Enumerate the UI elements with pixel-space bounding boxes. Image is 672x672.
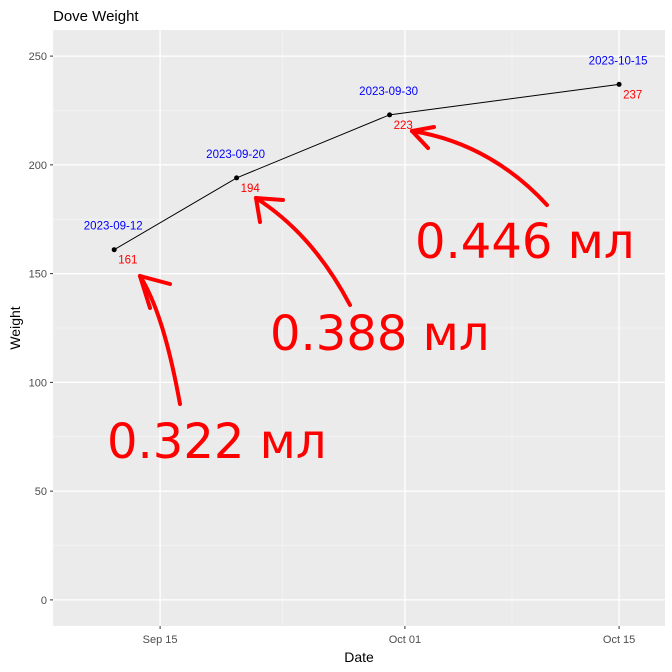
annotation-arrowhead (254, 196, 285, 202)
annotation-layer: 0.322 мл 0.388 мл 0.446 мл (107, 125, 635, 470)
data-point (111, 247, 117, 253)
annotation-arrow (254, 196, 352, 307)
point-date-label: 2023-10-15 (589, 55, 648, 67)
x-axis-title: Date (344, 649, 374, 665)
chart-title: Dove Weight (53, 8, 139, 25)
x-tick-label: Sep 15 (143, 634, 178, 646)
point-value-label: 223 (394, 120, 413, 132)
annotation-arrowhead (410, 125, 436, 133)
point-date-label: 2023-09-12 (84, 221, 143, 233)
point-value-label: 237 (623, 89, 642, 101)
minor-gridlines (52, 30, 665, 626)
axis-ticks: 0 50 100 150 200 250 Sep 15 Oct 01 Oct 15 (29, 51, 636, 646)
annotation-text: 0.322 мл (107, 414, 327, 470)
annotation-arrowhead (410, 129, 430, 150)
annotation-text: 0.388 мл (270, 306, 490, 362)
y-tick-label: 250 (29, 51, 47, 63)
y-axis-title: Weight (7, 306, 23, 349)
y-tick-label: 200 (29, 160, 47, 172)
series-line (113, 83, 620, 251)
point-value-label: 161 (118, 255, 137, 267)
annotation-arrowhead (254, 196, 262, 224)
point-value-label: 194 (241, 183, 261, 195)
y-tick-label: 50 (35, 486, 47, 498)
data-point (387, 112, 393, 118)
y-tick-label: 150 (29, 269, 47, 281)
annotation-arrow (410, 129, 549, 207)
annotation-arrowhead (138, 274, 172, 286)
y-tick-label: 100 (29, 377, 47, 389)
x-tick-label: Oct 15 (603, 634, 635, 646)
data-point (234, 175, 240, 181)
annotation-arrowhead (138, 274, 152, 310)
x-tick-label: Oct 01 (389, 634, 421, 646)
y-tick-label: 0 (41, 595, 47, 607)
point-date-label: 2023-09-30 (359, 86, 418, 98)
series-layer: 2023-09-12 161 2023-09-20 194 2023-09-30 223 2… (84, 55, 648, 266)
annotation-arrow (138, 274, 182, 406)
data-point (616, 81, 622, 87)
annotation-text: 0.446 мл (415, 214, 635, 270)
point-date-label: 2023-09-20 (206, 149, 265, 161)
